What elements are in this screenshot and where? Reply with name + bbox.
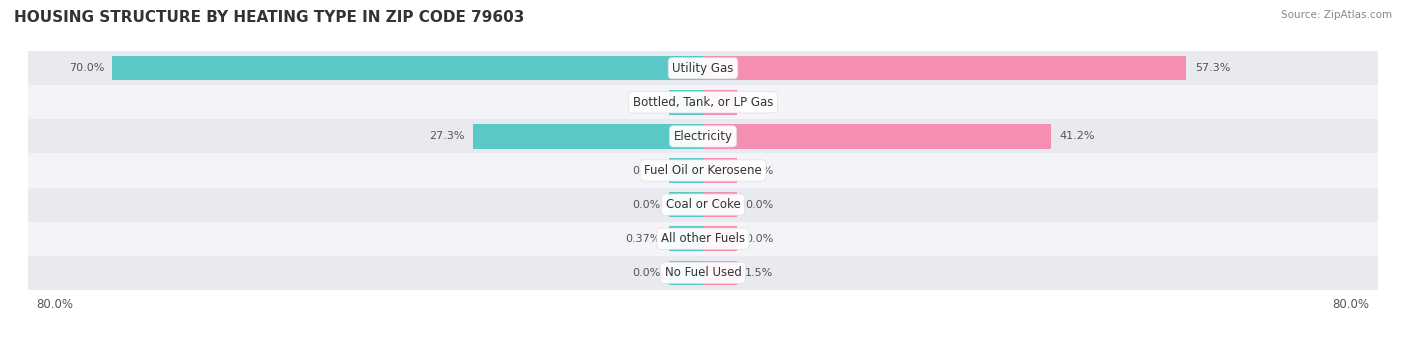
Text: 70.0%: 70.0%: [69, 63, 104, 73]
Bar: [703, 90, 737, 115]
Bar: [472, 124, 703, 149]
Bar: [703, 158, 737, 183]
Bar: [28, 222, 1378, 256]
Text: 80.0%: 80.0%: [37, 298, 73, 311]
Text: No Fuel Used: No Fuel Used: [665, 266, 741, 279]
Text: 0.0%: 0.0%: [633, 268, 661, 278]
Bar: [703, 192, 737, 217]
Bar: [28, 51, 1378, 85]
Text: 0.0%: 0.0%: [633, 199, 661, 210]
Bar: [28, 188, 1378, 222]
Bar: [703, 226, 737, 251]
Bar: [112, 56, 703, 80]
Bar: [28, 153, 1378, 188]
Bar: [703, 124, 1050, 149]
Text: 2.4%: 2.4%: [633, 97, 661, 107]
Text: Bottled, Tank, or LP Gas: Bottled, Tank, or LP Gas: [633, 96, 773, 109]
Text: 0.0%: 0.0%: [633, 165, 661, 176]
Text: HOUSING STRUCTURE BY HEATING TYPE IN ZIP CODE 79603: HOUSING STRUCTURE BY HEATING TYPE IN ZIP…: [14, 10, 524, 25]
Text: Utility Gas: Utility Gas: [672, 62, 734, 75]
Bar: [669, 192, 703, 217]
Text: Fuel Oil or Kerosene: Fuel Oil or Kerosene: [644, 164, 762, 177]
Text: 0.0%: 0.0%: [745, 165, 773, 176]
Text: 80.0%: 80.0%: [1333, 298, 1369, 311]
Bar: [703, 56, 1187, 80]
Text: 0.37%: 0.37%: [626, 234, 661, 244]
Text: 0.0%: 0.0%: [745, 234, 773, 244]
Bar: [669, 226, 703, 251]
Legend: Owner-occupied, Renter-occupied: Owner-occupied, Renter-occupied: [576, 338, 830, 341]
Bar: [28, 85, 1378, 119]
Bar: [28, 256, 1378, 290]
Text: 41.2%: 41.2%: [1059, 131, 1094, 142]
Text: 0.0%: 0.0%: [745, 199, 773, 210]
Text: 57.3%: 57.3%: [1195, 63, 1230, 73]
Text: Source: ZipAtlas.com: Source: ZipAtlas.com: [1281, 10, 1392, 20]
Text: All other Fuels: All other Fuels: [661, 232, 745, 245]
Bar: [703, 261, 737, 285]
Text: Coal or Coke: Coal or Coke: [665, 198, 741, 211]
Bar: [669, 158, 703, 183]
Bar: [669, 261, 703, 285]
Text: 0.0%: 0.0%: [745, 97, 773, 107]
Bar: [669, 90, 703, 115]
Bar: [28, 119, 1378, 153]
Text: Electricity: Electricity: [673, 130, 733, 143]
Text: 1.5%: 1.5%: [745, 268, 773, 278]
Text: 27.3%: 27.3%: [429, 131, 464, 142]
